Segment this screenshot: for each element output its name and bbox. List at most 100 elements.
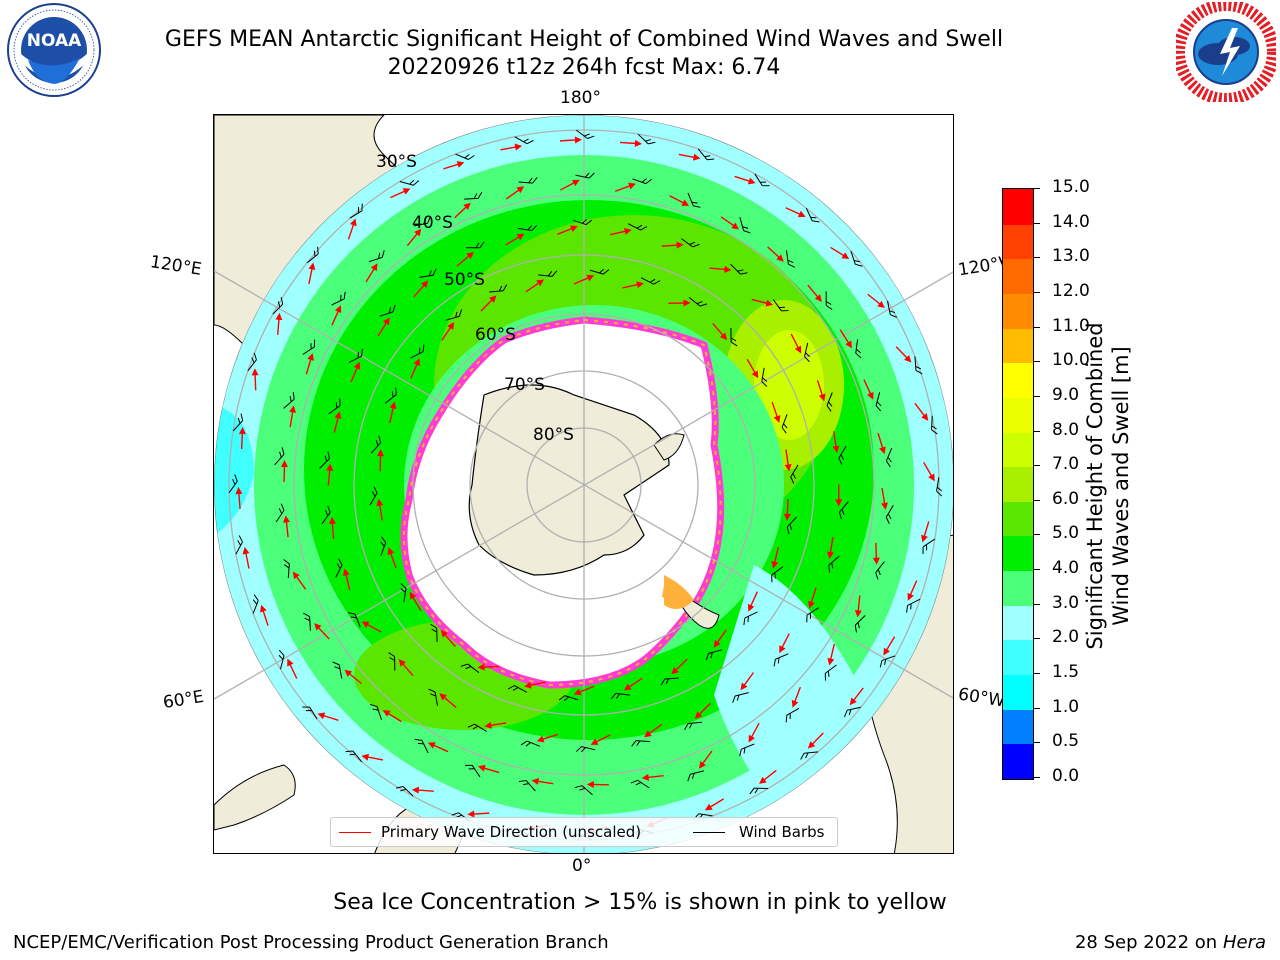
wind-barb bbox=[369, 704, 382, 720]
wind-barb bbox=[410, 344, 425, 359]
wind-barb bbox=[370, 435, 382, 454]
wind-barb bbox=[518, 780, 536, 792]
wave-arrow bbox=[427, 742, 449, 753]
wind-barb bbox=[739, 743, 755, 757]
wind-barb bbox=[275, 503, 285, 523]
wind-barb bbox=[826, 392, 833, 412]
wind-barb bbox=[839, 501, 849, 520]
wind-barb bbox=[379, 304, 396, 317]
wave-arrow bbox=[881, 488, 888, 510]
wind-barb bbox=[538, 270, 558, 277]
wind-barb bbox=[838, 445, 847, 465]
wind-barb bbox=[465, 764, 481, 778]
wave-arrow bbox=[785, 207, 806, 218]
wind-barb bbox=[786, 516, 798, 535]
wind-barb bbox=[887, 300, 898, 318]
wave-arrow bbox=[807, 284, 822, 302]
wave-arrow bbox=[678, 153, 701, 161]
colorbar-tick-label: 15.0 bbox=[1052, 177, 1090, 197]
colorbar-tick-label: 13.0 bbox=[1052, 246, 1090, 267]
lat-label-80s: 80°S bbox=[533, 425, 574, 445]
colorbar-tick-mark bbox=[1034, 534, 1040, 536]
wind-barb bbox=[922, 538, 936, 555]
wave-arrow bbox=[746, 358, 759, 379]
wind-barb bbox=[781, 414, 788, 434]
wave-arrow bbox=[720, 216, 740, 230]
wave-arrow bbox=[292, 571, 307, 590]
colorbar-tick-mark bbox=[1034, 707, 1040, 709]
colorbar-tick-label: 0.5 bbox=[1052, 731, 1080, 752]
wave-arrow bbox=[456, 251, 474, 267]
colorbar-title-line-1: Significant Height of Combined bbox=[1083, 322, 1107, 650]
wind-barb bbox=[384, 387, 397, 404]
wind-barb bbox=[464, 191, 483, 200]
lat-label-50s: 50°S bbox=[444, 270, 485, 290]
wind-barb bbox=[855, 339, 862, 359]
wave-arrow bbox=[835, 484, 843, 507]
wind-barb bbox=[684, 721, 703, 731]
map-legend: Primary Wave Direction (unscaled) Wind B… bbox=[330, 817, 838, 847]
wave-arrow bbox=[477, 764, 500, 774]
wind-barb bbox=[749, 787, 769, 795]
wind-barb bbox=[575, 746, 596, 753]
wind-barb bbox=[850, 250, 863, 267]
wave-arrow bbox=[305, 353, 314, 375]
wave-arrow bbox=[877, 432, 886, 455]
noaa-logo: NOAA bbox=[6, 2, 102, 102]
wind-barb bbox=[319, 451, 330, 469]
wind-barb bbox=[306, 246, 319, 264]
wind-barb bbox=[631, 740, 651, 747]
wave-arrow bbox=[671, 658, 688, 675]
wave-arrow bbox=[623, 677, 643, 691]
wind-barb bbox=[369, 486, 378, 506]
wave-arrow bbox=[328, 516, 336, 539]
wind-barb bbox=[413, 216, 431, 227]
wind-barb bbox=[640, 277, 661, 285]
wave-arrow bbox=[867, 293, 885, 309]
wave-arrow bbox=[308, 262, 316, 285]
wind-barb bbox=[875, 391, 882, 412]
colorbar-segment bbox=[1003, 466, 1033, 502]
wave-arrow bbox=[484, 721, 507, 729]
wind-barb bbox=[761, 367, 768, 387]
wave-arrow bbox=[771, 547, 780, 569]
wind-barb bbox=[572, 219, 593, 226]
colorbar-tick-label: 11.0 bbox=[1052, 315, 1090, 336]
wind-barb bbox=[302, 706, 318, 720]
colorbar-tick-mark bbox=[1034, 361, 1040, 363]
wave-arrow bbox=[361, 621, 382, 633]
wind-barb bbox=[328, 398, 341, 415]
wind-barb bbox=[283, 392, 295, 409]
wave-arrow bbox=[849, 687, 864, 706]
lat-label-60s: 60°S bbox=[475, 325, 516, 345]
wind-barb bbox=[786, 250, 796, 268]
wind-barb bbox=[380, 536, 387, 556]
wave-arrow bbox=[784, 449, 792, 472]
wave-arrow bbox=[590, 734, 611, 745]
colorbar-segment bbox=[1003, 397, 1033, 433]
wave-arrow bbox=[350, 361, 361, 383]
colorbar-segment bbox=[1003, 431, 1033, 468]
wave-arrow bbox=[807, 732, 824, 749]
colorbar-segment bbox=[1003, 258, 1033, 294]
colorbar-tick-label: 14.0 bbox=[1052, 211, 1090, 232]
colorbar-segment bbox=[1003, 362, 1033, 398]
wind-barb bbox=[732, 692, 749, 703]
colorbar-segment bbox=[1003, 570, 1033, 606]
wind-barb bbox=[430, 623, 438, 643]
wave-arrow bbox=[376, 498, 384, 521]
wave-arrow bbox=[740, 672, 755, 691]
wave-arrow bbox=[907, 580, 918, 601]
wind-barb bbox=[879, 655, 896, 668]
wave-arrow bbox=[536, 733, 558, 743]
wave-arrow bbox=[480, 295, 497, 312]
wave-arrow bbox=[914, 402, 929, 421]
wave-arrow bbox=[377, 317, 390, 337]
legend-barb-label: Wind Barbs bbox=[739, 823, 825, 841]
nws-logo bbox=[1173, 0, 1279, 106]
colorbar-tick-label: 7.0 bbox=[1052, 454, 1080, 475]
wave-arrow bbox=[398, 659, 414, 677]
wave-arrow bbox=[790, 333, 802, 354]
wind-barb bbox=[272, 297, 284, 315]
wind-barb bbox=[630, 779, 650, 789]
